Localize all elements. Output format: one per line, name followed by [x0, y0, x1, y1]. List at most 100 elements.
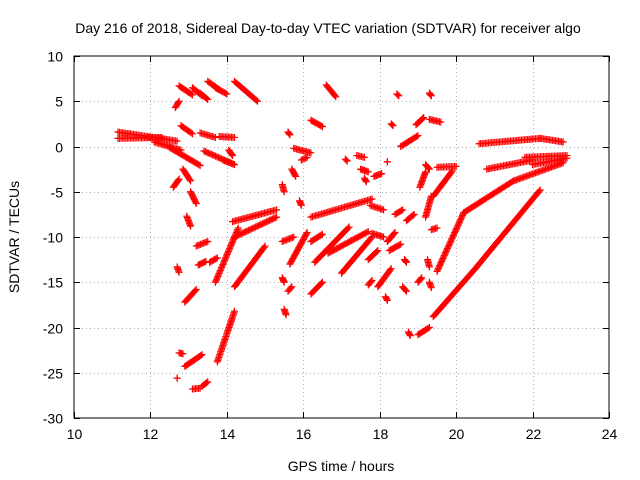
y-tick-label: -5 [51, 185, 64, 201]
data-point [271, 214, 279, 222]
series-arc-56 [341, 155, 351, 165]
series-arc-02 [114, 133, 166, 142]
data-point [332, 93, 340, 101]
series-arc-16 [219, 156, 238, 169]
data-point [424, 324, 432, 332]
series-arc-37 [278, 274, 288, 286]
series-arc-100 [529, 154, 571, 169]
data-point [427, 91, 435, 99]
series-arc-85 [423, 256, 433, 271]
data-point [402, 257, 410, 265]
chart-title: Day 216 of 2018, Sidereal Day-to-day VTE… [75, 20, 581, 36]
series-arc-13 [196, 129, 219, 141]
series-arc-78 [412, 114, 428, 129]
data-point [287, 284, 295, 292]
data-point [383, 296, 391, 304]
series-arc-05 [171, 97, 183, 112]
series-arc-94 [429, 265, 479, 321]
data-point [427, 284, 435, 292]
data-point [406, 332, 414, 340]
data-point [223, 250, 231, 258]
series-arc-45 [290, 144, 315, 157]
data-point [383, 295, 391, 303]
data-point [187, 222, 195, 230]
data-point [402, 286, 410, 294]
series-arc-73 [397, 132, 422, 150]
series-arc-23 [181, 285, 200, 306]
data-point [173, 137, 181, 145]
data-point [213, 275, 221, 283]
series-arc-93 [509, 159, 567, 185]
data-point [203, 379, 211, 387]
series-arc-27 [188, 384, 204, 393]
series-arc-38 [278, 233, 298, 246]
data-point [187, 90, 195, 98]
data-point [224, 247, 232, 255]
data-point [302, 154, 310, 162]
y-tick-label: -30 [43, 411, 63, 427]
series-arc-49 [322, 81, 340, 101]
data-point [229, 152, 237, 160]
data-point [192, 198, 200, 206]
data-point [234, 224, 242, 232]
data-point [364, 168, 372, 176]
series-arc-34 [229, 206, 281, 226]
data-point [158, 133, 166, 141]
data-point [231, 133, 238, 141]
data-point [360, 153, 368, 161]
series-arc-41 [278, 181, 288, 196]
series-arc-47 [295, 197, 305, 209]
data-point [196, 162, 204, 170]
series-arc-46 [297, 153, 311, 164]
data-point [221, 256, 229, 264]
data-point [317, 279, 325, 287]
data-point [395, 241, 403, 249]
data-point [419, 115, 427, 123]
data-point [188, 130, 196, 138]
data-point [345, 223, 353, 231]
series-arc-29 [194, 257, 210, 269]
series-arc-71 [393, 90, 403, 100]
series-arc-60 [366, 201, 388, 214]
data-point [447, 168, 455, 176]
data-point [318, 123, 326, 131]
data-point [418, 274, 426, 282]
data-point [218, 264, 226, 272]
data-point [297, 201, 305, 209]
data-point [217, 265, 225, 273]
series-arc-88 [427, 224, 441, 234]
data-point [413, 132, 421, 140]
series-arc-36 [231, 242, 269, 291]
data-point [214, 272, 222, 280]
data-point [228, 239, 236, 247]
data-point [229, 237, 237, 245]
data-point [425, 263, 433, 271]
data-point [343, 157, 351, 165]
series-arc-50 [307, 278, 326, 298]
x-tick-label: 14 [220, 426, 236, 442]
data-point [394, 91, 402, 99]
data-point [331, 92, 339, 100]
series-arc-43 [286, 228, 311, 268]
data-point [390, 230, 398, 238]
data-point [401, 257, 409, 265]
data-point [367, 278, 375, 286]
data-point [387, 265, 395, 273]
data-point [402, 258, 410, 266]
data-point [318, 278, 326, 286]
data-point [280, 188, 288, 196]
series-arc-62 [368, 229, 388, 241]
data-point [380, 206, 388, 214]
y-tick-label: 5 [55, 94, 63, 110]
series-arc-68 [383, 228, 399, 246]
series-arc-64 [364, 276, 376, 289]
series-arc-81 [416, 168, 430, 191]
data-point [437, 118, 445, 126]
data-point [285, 129, 293, 137]
data-point [399, 206, 407, 214]
series-arc-91 [433, 209, 468, 275]
data-point [302, 230, 310, 238]
data-point [317, 231, 325, 239]
series-arc-63 [370, 170, 386, 180]
